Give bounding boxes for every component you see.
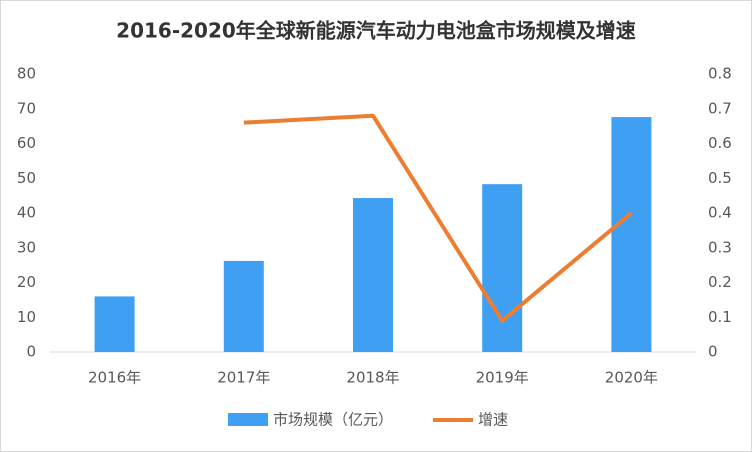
y-tick-label: 20 bbox=[17, 273, 36, 291]
y2-tick-label: 0.4 bbox=[708, 204, 732, 222]
x-tick-label: 2017年 bbox=[217, 369, 270, 387]
bar bbox=[611, 117, 652, 352]
y-tick-label: 50 bbox=[17, 169, 36, 187]
y-tick-label: 40 bbox=[17, 204, 36, 222]
y2-tick-label: 0.7 bbox=[708, 99, 732, 117]
bar bbox=[223, 260, 264, 352]
y2-tick-label: 0 bbox=[708, 343, 718, 361]
y-tick-label: 60 bbox=[17, 134, 36, 152]
y2-tick-label: 0.1 bbox=[708, 308, 732, 326]
y-tick-label: 0 bbox=[26, 343, 36, 361]
legend-label: 市场规模（亿元） bbox=[273, 411, 393, 429]
line bbox=[243, 113, 633, 323]
y2-tick-label: 0.8 bbox=[708, 65, 732, 83]
x-tick-label: 2018年 bbox=[346, 369, 399, 387]
x-tick-label: 2020年 bbox=[605, 369, 658, 387]
y-tick-label: 80 bbox=[17, 65, 36, 83]
y-tick-label: 70 bbox=[17, 99, 36, 117]
y-tick-label: 30 bbox=[17, 238, 36, 256]
y-tick-label: 10 bbox=[17, 308, 36, 326]
legend-label: 增速 bbox=[478, 411, 508, 429]
bar bbox=[94, 296, 135, 352]
legend-swatch bbox=[228, 413, 268, 426]
y2-tick-label: 0.5 bbox=[708, 169, 732, 187]
x-tick-label: 2019年 bbox=[476, 369, 529, 387]
bar bbox=[353, 198, 393, 352]
bar bbox=[482, 184, 523, 352]
x-tick-label: 2016年 bbox=[88, 369, 141, 387]
y2-tick-label: 0.3 bbox=[708, 238, 732, 256]
y2-tick-label: 0.2 bbox=[708, 273, 732, 291]
y2-tick-label: 0.6 bbox=[708, 134, 732, 152]
chart-title: 2016-2020年全球新能源汽车动力电池盒市场规模及增速 bbox=[116, 19, 636, 43]
